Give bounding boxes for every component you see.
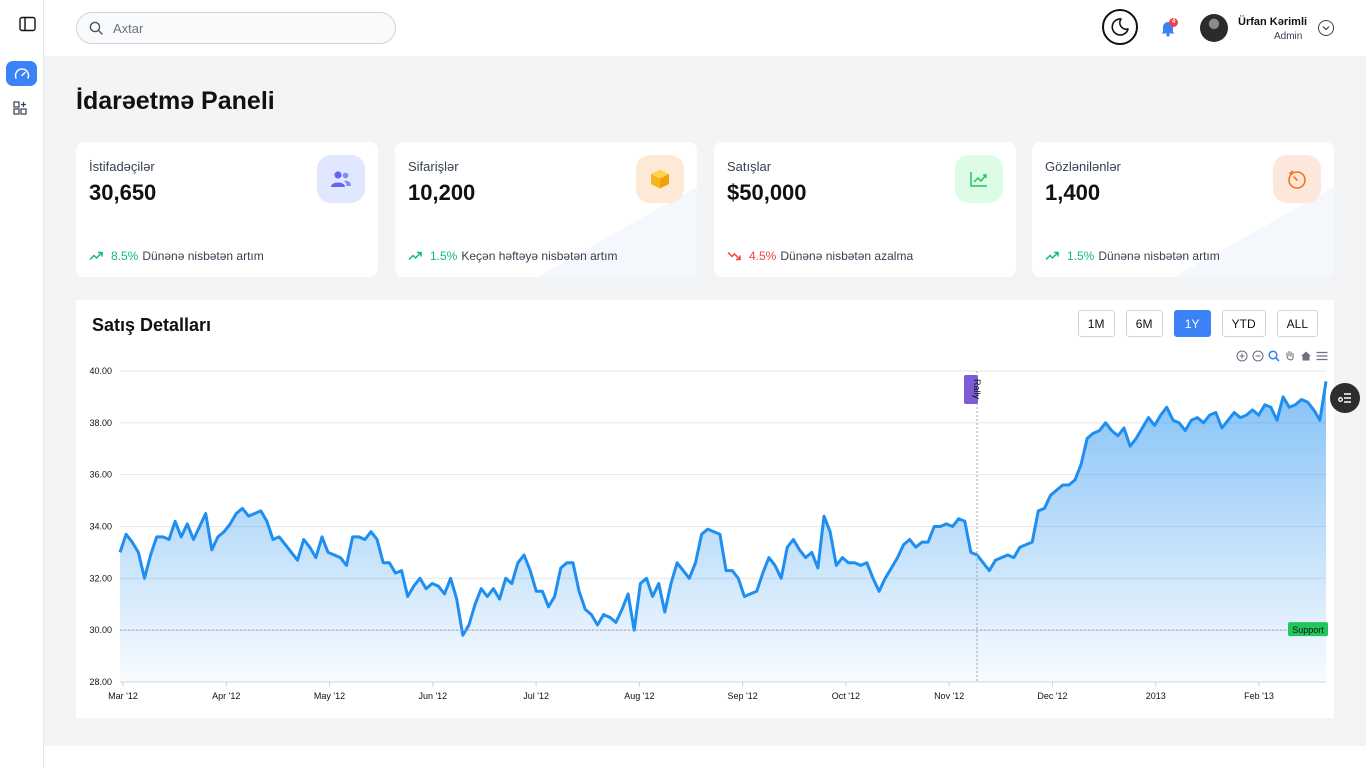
sidebar-item-apps[interactable] — [13, 101, 29, 117]
stat-label: Satışlar — [727, 159, 772, 174]
gauge-icon — [14, 67, 29, 79]
pan-hand-icon[interactable] — [1283, 349, 1296, 362]
range-1y-button[interactable]: 1Y — [1173, 310, 1211, 337]
stat-label: İstifadəçilər — [89, 159, 155, 174]
stat-note: Dünənə nisbətən artım — [1098, 249, 1220, 263]
chart-title: Satış Detalları — [92, 315, 212, 335]
stat-trend: 8.5% Dünənə nisbətən artım — [89, 249, 264, 263]
trend-down-icon — [727, 251, 741, 261]
users-icon — [317, 155, 365, 203]
search-box[interactable] — [76, 12, 396, 44]
chart-line-icon — [955, 155, 1003, 203]
range-selector: 1M 6M 1Y YTD ALL — [1077, 310, 1318, 337]
topbar: 4 Ürfan Kərimli Admin — [44, 0, 1366, 56]
user-name: Ürfan Kərimli — [1238, 16, 1308, 28]
support-label: Support — [1292, 625, 1324, 635]
y-tick-label: 28.00 — [89, 677, 112, 687]
stat-value: 30,650 — [89, 180, 157, 205]
x-tick-label: Feb '13 — [1244, 691, 1274, 701]
stat-value: 10,200 — [408, 180, 476, 205]
stat-percent: 8.5% — [111, 249, 139, 263]
y-tick-label: 32.00 — [89, 573, 112, 583]
page-title: İdarəetmə Paneli — [76, 87, 275, 115]
x-tick-label: Nov '12 — [934, 691, 964, 701]
y-tick-label: 40.00 — [89, 366, 112, 376]
x-tick-label: Mar '12 — [108, 691, 138, 701]
trend-up-icon — [89, 251, 103, 261]
rally-label: Rally — [972, 379, 982, 400]
theme-toggle-button[interactable] — [1102, 9, 1138, 45]
x-tick-label: Aug '12 — [624, 691, 654, 701]
stat-value: $50,000 — [727, 180, 807, 205]
stat-value: 1,400 — [1045, 180, 1101, 205]
avatar[interactable] — [1200, 14, 1228, 42]
zoom-out-icon[interactable] — [1251, 349, 1264, 362]
range-ytd-button[interactable]: YTD — [1221, 310, 1266, 337]
apps-icon — [13, 101, 27, 115]
box-icon — [636, 155, 684, 203]
x-tick-label: Dec '12 — [1037, 691, 1067, 701]
settings-list-icon — [1338, 393, 1351, 403]
stat-label: Sifarişlər — [408, 159, 459, 174]
user-role: Admin — [1274, 31, 1303, 42]
sidebar-item-dashboard[interactable] — [6, 61, 37, 86]
stat-trend: 1.5% Dünənə nisbətən artım — [1045, 249, 1220, 263]
trend-up-icon — [408, 251, 422, 261]
stat-trend: 1.5% Keçən həftəyə nisbətən artım — [408, 249, 617, 263]
floating-options-button[interactable] — [1330, 383, 1360, 413]
stat-percent: 4.5% — [749, 249, 777, 263]
y-tick-label: 36.00 — [89, 470, 112, 480]
y-tick-label: 38.00 — [89, 418, 112, 428]
stat-card-pending: Gözlənilənlər 1,400 1.5% Dünənə nisbətən… — [1032, 142, 1334, 277]
user-menu-button[interactable] — [1318, 20, 1334, 36]
sales-area-chart: Support Rally 28.00 30.00 32.00 34.00 36.00 38… — [89, 366, 1328, 701]
series-area — [120, 381, 1326, 682]
trend-up-icon — [1045, 251, 1059, 261]
stat-card-sales: Satışlar $50,000 4.5% Dünənə nisbətən az… — [714, 142, 1016, 277]
x-tick-label: Oct '12 — [832, 691, 860, 701]
x-tick-label: 2013 — [1146, 691, 1166, 701]
chevron-down-icon — [1322, 26, 1330, 31]
chart-toolbar — [1235, 349, 1328, 362]
home-reset-icon[interactable] — [1299, 349, 1312, 362]
range-1m-button[interactable]: 1M — [1077, 310, 1115, 337]
moon-icon — [1111, 18, 1129, 36]
sidebar — [0, 0, 44, 768]
notification-badge: 4 — [1169, 18, 1178, 27]
menu-icon[interactable] — [1315, 349, 1328, 362]
x-tick-label: May '12 — [314, 691, 345, 701]
search-input[interactable] — [113, 20, 373, 36]
zoom-select-icon[interactable] — [1267, 349, 1280, 362]
support-label-box — [1288, 622, 1328, 637]
range-all-button[interactable]: ALL — [1276, 310, 1318, 337]
main-content: İdarəetmə Paneli İstifadəçilər 30,650 8.… — [44, 56, 1366, 746]
range-6m-button[interactable]: 6M — [1125, 310, 1163, 337]
timer-icon — [1273, 155, 1321, 203]
rally-label-box — [964, 375, 978, 404]
series-line — [118, 381, 1328, 637]
y-tick-label: 34.00 — [89, 522, 112, 532]
x-tick-label: Jul '12 — [523, 691, 549, 701]
stat-percent: 1.5% — [1067, 249, 1095, 263]
stat-card-orders: Sifarişlər 10,200 1.5% Keçən həftəyə nis… — [395, 142, 697, 277]
stat-note: Dünənə nisbətən azalma — [780, 249, 914, 263]
x-tick-label: Apr '12 — [212, 691, 240, 701]
stat-label: Gözlənilənlər — [1045, 159, 1121, 174]
search-icon — [89, 21, 103, 35]
x-tick-label: Jun '12 — [418, 691, 447, 701]
zoom-in-icon[interactable] — [1235, 349, 1248, 362]
stat-card-users: İstifadəçilər 30,650 8.5% Dünənə nisbətə… — [76, 142, 378, 277]
stat-trend: 4.5% Dünənə nisbətən azalma — [727, 249, 913, 263]
stat-note: Dünənə nisbətən artım — [142, 249, 264, 263]
sidebar-toggle-icon[interactable] — [19, 16, 36, 32]
stat-percent: 1.5% — [430, 249, 458, 263]
stat-note: Keçən həftəyə nisbətən artım — [461, 249, 618, 263]
sales-details-panel: Satış Detalları 1M 6M 1Y YTD ALL — [76, 300, 1334, 718]
y-tick-label: 30.00 — [89, 625, 112, 635]
x-tick-label: Sep '12 — [728, 691, 758, 701]
